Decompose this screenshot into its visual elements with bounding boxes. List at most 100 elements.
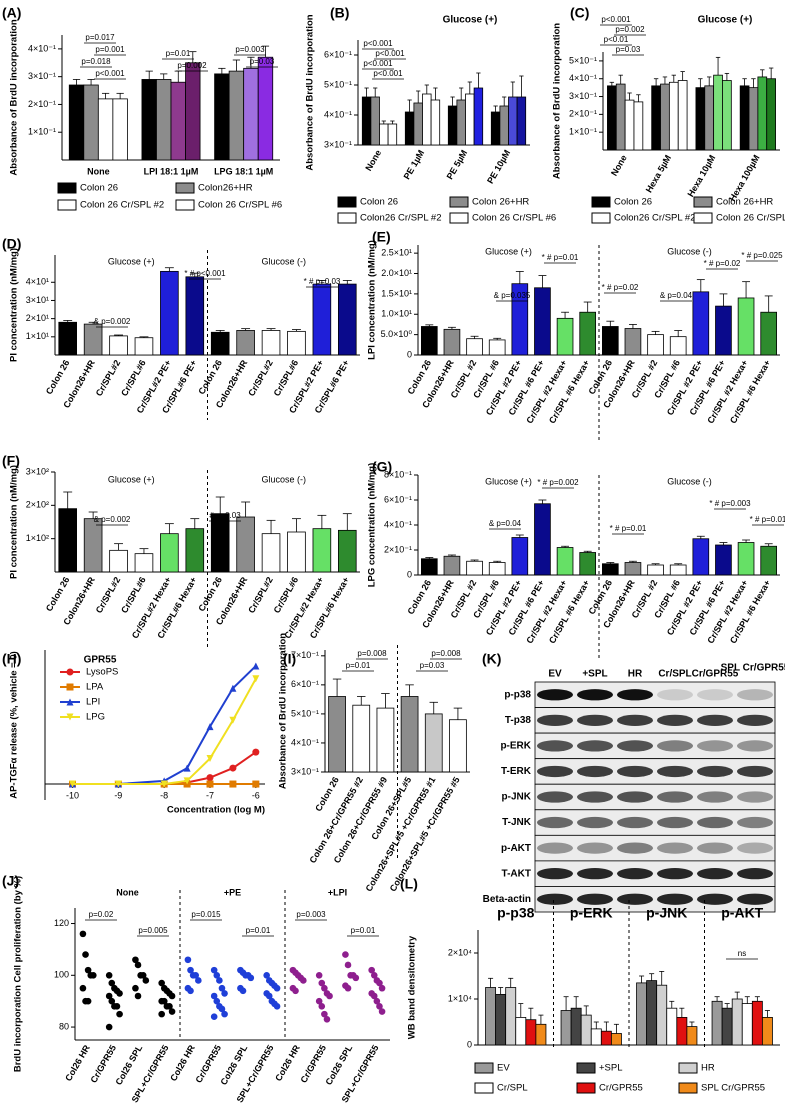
- data-point: [239, 987, 247, 995]
- bar: [287, 531, 306, 573]
- marker: [114, 780, 122, 788]
- bar: [516, 96, 527, 146]
- band: [737, 816, 773, 829]
- bar: [109, 549, 128, 573]
- bar: [669, 336, 687, 356]
- x-tick-label: Cr/SPL#2: [246, 575, 275, 615]
- marker: [183, 777, 191, 785]
- bar: [534, 287, 551, 356]
- legend-label: LPG: [86, 712, 105, 723]
- data-point: [326, 992, 333, 1000]
- row-label: p-JNK: [502, 792, 532, 803]
- annotation: * # p<0.001: [184, 269, 226, 278]
- annotation: & p=0.04: [489, 519, 522, 528]
- y-tick-label: 8×10⁻¹: [384, 469, 412, 479]
- bar: [261, 533, 281, 573]
- lane-label: Cr/SPL: [658, 669, 691, 680]
- bar: [633, 101, 644, 151]
- band: [537, 765, 573, 778]
- bar: [134, 337, 154, 356]
- annotation: & p=0.04: [660, 291, 693, 300]
- band: [577, 842, 613, 854]
- x-tick-label: Colon 26: [44, 575, 72, 613]
- bar: [660, 83, 670, 151]
- bar: [413, 102, 423, 146]
- data-point: [318, 1003, 326, 1010]
- data-point: [292, 987, 299, 995]
- bar: [287, 330, 306, 356]
- y-tick-label: 2×10⁴: [448, 947, 472, 957]
- band: [737, 740, 773, 752]
- data-point: [184, 956, 192, 964]
- bar: [741, 1003, 753, 1046]
- bar: [228, 70, 245, 161]
- bar: [636, 982, 648, 1046]
- y-axis-label: PI concentration (nM/mg): [9, 465, 20, 579]
- section-title: Glucose (-): [667, 476, 712, 486]
- legend-label: Colon 26+HR: [472, 197, 529, 208]
- marker: [206, 723, 214, 731]
- annotation: ns: [738, 949, 746, 958]
- y-axis-label: LPI concentration (nM/mg): [367, 240, 378, 360]
- annotation: & p=0.002: [94, 515, 131, 524]
- legend-label: Colon26+HR: [198, 183, 253, 194]
- x-tick-label: -6: [252, 790, 260, 800]
- bar: [721, 1007, 733, 1046]
- bar: [760, 545, 778, 576]
- x-tick-label: -7: [206, 790, 214, 800]
- bar: [422, 93, 432, 146]
- x-tick-label: Col26 HR: [273, 1043, 302, 1083]
- legend-swatch: [175, 199, 195, 211]
- data-point: [187, 987, 194, 995]
- x-tick-label: Cr/GPR55: [298, 1043, 328, 1084]
- y-tick-label: 1×10⁻¹: [28, 127, 56, 137]
- band: [737, 791, 773, 803]
- data-point: [213, 971, 221, 979]
- bar: [257, 56, 274, 161]
- bar: [766, 78, 776, 151]
- x-tick-label: PE 5µM: [445, 148, 470, 181]
- annotation: * # p=0.003: [709, 499, 751, 508]
- data-point: [134, 992, 142, 1000]
- band: [697, 842, 733, 854]
- data-point: [370, 971, 378, 979]
- annotation: p=0.01: [166, 49, 191, 58]
- legend-label: Colon 26 Cr/SPL #6: [716, 213, 785, 224]
- band: [737, 842, 773, 854]
- bar: [669, 564, 687, 576]
- x-tick-label: Colon 26: [44, 358, 72, 396]
- data-point: [210, 992, 218, 1000]
- bar: [465, 93, 475, 146]
- legend-swatch: [576, 1062, 596, 1074]
- bar: [400, 696, 419, 773]
- bar: [515, 1017, 527, 1046]
- y-tick-label: 4×10⁻¹: [384, 519, 412, 529]
- bar: [610, 1033, 622, 1046]
- marker: [252, 780, 260, 788]
- annotation: * # p=0.025: [741, 251, 783, 260]
- data-point: [105, 1023, 113, 1031]
- legend-label: Cr/GPR55: [599, 1083, 643, 1094]
- marker: [229, 684, 237, 692]
- blot-strip: [534, 758, 776, 785]
- marker: [252, 675, 260, 683]
- bar: [488, 562, 506, 576]
- panel-label: (A): [2, 5, 21, 21]
- data-point: [247, 974, 255, 982]
- y-axis-label: Absorbance of BrdU incorporation: [278, 633, 289, 789]
- y-tick-label: 100: [54, 970, 69, 980]
- data-point: [113, 1003, 121, 1010]
- data-point: [192, 971, 200, 979]
- band: [657, 689, 693, 701]
- x-tick-label: Hexa 100µM: [727, 153, 762, 203]
- x-tick-label: Cr/GPR55: [88, 1043, 118, 1084]
- bar: [337, 529, 357, 573]
- data-point: [105, 971, 113, 979]
- y-tick-label: 3×10²: [26, 466, 49, 476]
- band: [617, 791, 653, 803]
- section-title: Glucose (+): [485, 476, 532, 486]
- bar: [508, 96, 518, 146]
- row-label: p-AKT: [501, 843, 531, 854]
- lane-label: +SPL: [582, 669, 607, 680]
- data-point: [315, 997, 323, 1005]
